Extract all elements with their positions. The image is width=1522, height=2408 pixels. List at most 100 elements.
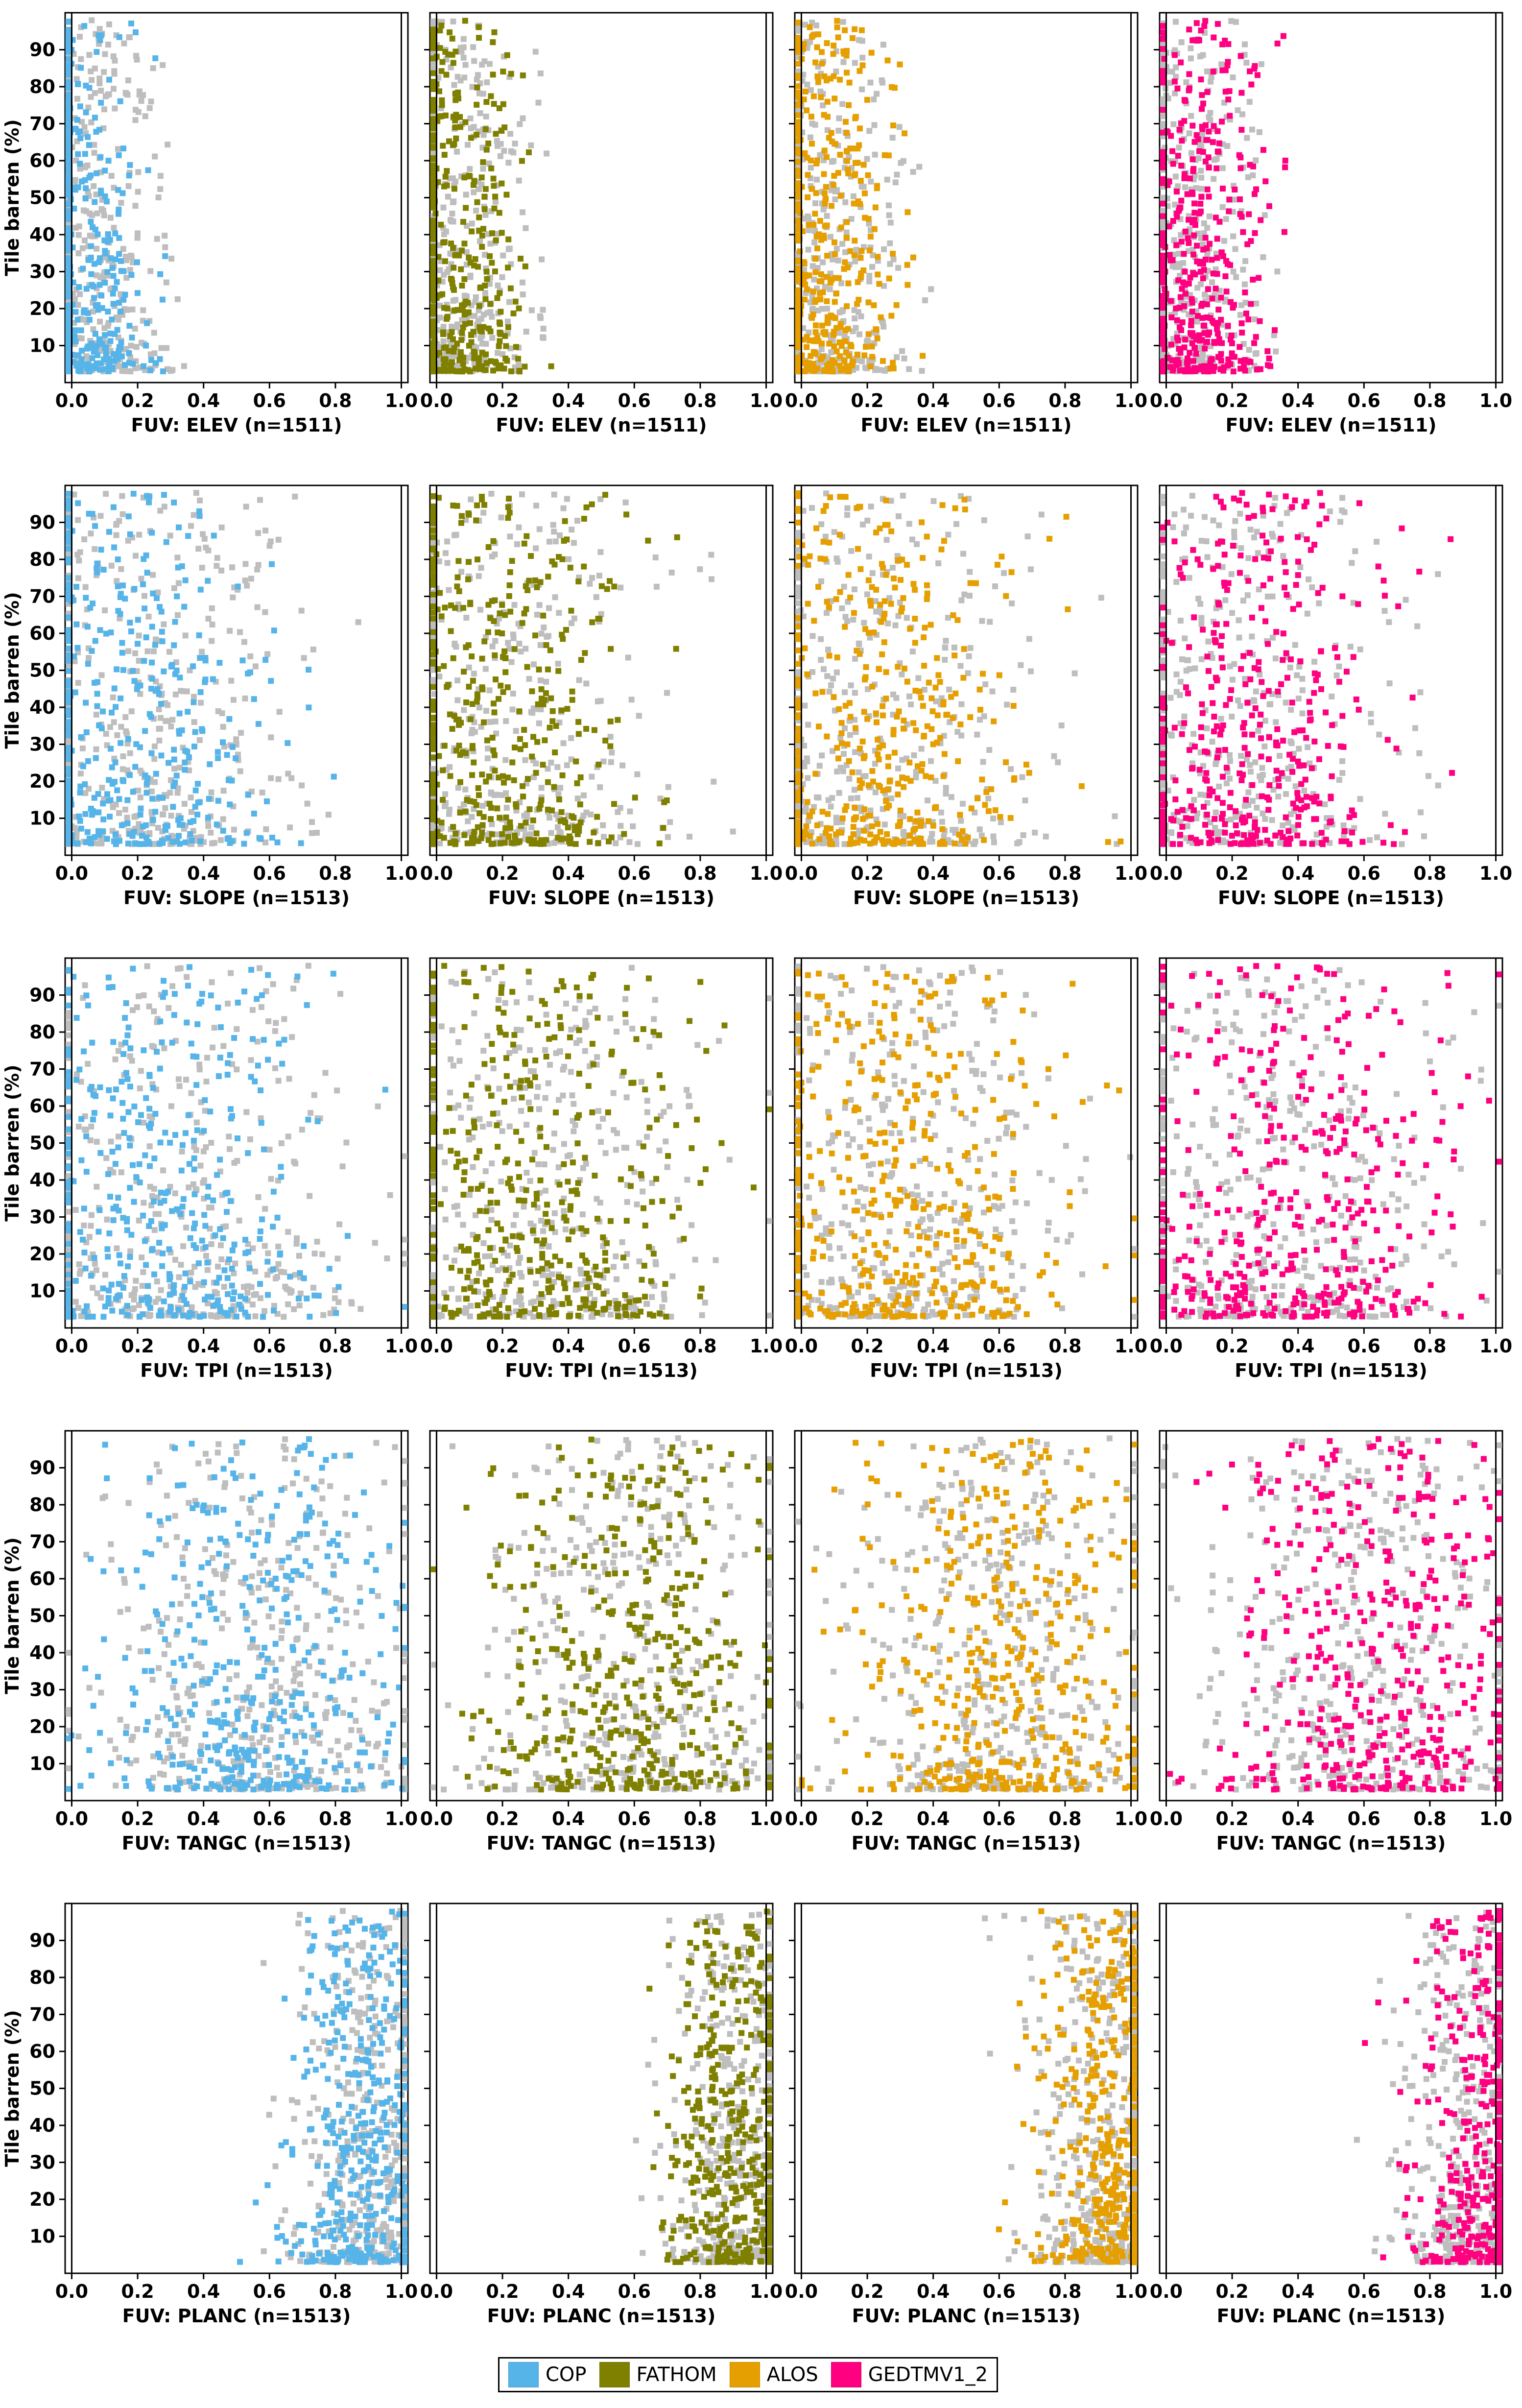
scatter-point-fathom (474, 101, 480, 108)
scatter-point-fathom (430, 368, 436, 374)
scatter-point-gedtmv1-2 (1191, 139, 1198, 145)
scatter-point-cop (124, 820, 131, 826)
x-tick-label: 0.6 (253, 390, 286, 411)
scatter-point-alos (805, 172, 811, 178)
scatter-point-fathom (607, 718, 614, 724)
scatter-point-cop (179, 563, 185, 569)
scatter-point-gedtmv1-2 (1202, 18, 1209, 24)
scatter-point-gedtmv1-2 (1170, 218, 1176, 224)
scatter-point-cop (202, 654, 209, 661)
scatter-point-cop (116, 251, 122, 257)
scatter-point-other (476, 704, 482, 711)
scatter-point-fathom (476, 810, 483, 817)
scatter-point-other (1160, 208, 1166, 214)
scatter-point-gedtmv1-2 (1202, 158, 1209, 165)
scatter-point-other (533, 545, 539, 552)
scatter-point-alos (846, 102, 852, 108)
scatter-point-other (1160, 120, 1166, 127)
scatter-point-other (88, 119, 95, 125)
scatter-point-fathom (673, 646, 679, 652)
scatter-point-other (1260, 254, 1266, 261)
y-tick-label: 50 (29, 187, 55, 209)
scatter-point-gedtmv1-2 (1199, 92, 1205, 98)
scatter-point-gedtmv1-2 (1160, 279, 1166, 286)
scatter-point-cop (65, 627, 71, 633)
scatter-point-other (233, 736, 239, 743)
x-tick-label: 0.2 (486, 390, 519, 411)
scatter-point-fathom (548, 363, 554, 369)
scatter-point-cop (173, 772, 180, 779)
y-tick-label: 80 (29, 549, 55, 570)
scatter-point-gedtmv1-2 (1218, 294, 1224, 301)
scatter-point-other (248, 576, 254, 582)
scatter-point-other (242, 695, 248, 701)
scatter-point-other (87, 210, 93, 217)
scatter-point-cop (128, 628, 134, 635)
scatter-point-cop (197, 586, 204, 593)
scatter-point-fathom (437, 292, 443, 298)
scatter-point-fathom (542, 737, 548, 744)
scatter-point-fathom (461, 669, 467, 675)
scatter-point-cop (65, 345, 71, 351)
scatter-point-other (197, 497, 203, 504)
scatter-point-other (871, 96, 877, 102)
scatter-point-gedtmv1-2 (1160, 298, 1166, 304)
scatter-point-other (152, 153, 158, 160)
scatter-point-alos (826, 135, 832, 141)
scatter-point-other (125, 77, 131, 84)
scatter-point-fathom (492, 268, 498, 275)
scatter-point-other (454, 697, 461, 703)
scatter-point-cop (65, 581, 71, 588)
scatter-point-other (74, 96, 80, 102)
scatter-point-fathom (474, 84, 480, 91)
scatter-point-other (122, 253, 129, 260)
scatter-point-gedtmv1-2 (1169, 257, 1176, 263)
scatter-point-fathom (459, 283, 465, 289)
scatter-point-cop (190, 663, 196, 670)
scatter-point-gedtmv1-2 (1214, 271, 1220, 277)
scatter-point-other (89, 233, 95, 240)
scatter-point-cop (185, 533, 191, 539)
scatter-point-other (79, 745, 86, 751)
scatter-point-other (866, 272, 873, 279)
scatter-point-other (118, 566, 124, 572)
scatter-point-other (472, 313, 478, 319)
scatter-point-fathom (469, 228, 475, 235)
scatter-point-alos (812, 256, 819, 262)
scatter-point-other (467, 274, 474, 280)
scatter-point-alos (852, 160, 858, 166)
scatter-point-other (492, 198, 499, 205)
scatter-point-other (141, 593, 147, 599)
scatter-point-fathom (475, 556, 481, 563)
scatter-point-cop (159, 628, 165, 635)
scatter-point-other (1160, 113, 1166, 120)
scatter-point-other (208, 829, 214, 836)
scatter-point-fathom (430, 84, 436, 90)
scatter-point-other (869, 264, 876, 270)
scatter-point-cop (149, 659, 155, 666)
scatter-point-cop (94, 560, 100, 567)
scatter-point-gedtmv1-2 (1186, 71, 1192, 77)
scatter-point-other (523, 225, 529, 231)
scatter-point-alos (869, 354, 876, 360)
scatter-point-fathom (515, 356, 522, 362)
scatter-point-fathom (469, 743, 476, 749)
scatter-point-cop (157, 356, 163, 362)
scatter-point-other (220, 788, 227, 794)
scatter-point-gedtmv1-2 (1209, 257, 1215, 263)
scatter-point-other (1273, 348, 1279, 355)
scatter-point-cop (157, 271, 164, 277)
scatter-point-cop (158, 701, 164, 707)
scatter-point-alos (832, 251, 838, 257)
scatter-point-other (203, 544, 209, 551)
scatter-point-cop (220, 827, 226, 834)
scatter-point-gedtmv1-2 (1200, 275, 1206, 282)
scatter-point-other (560, 505, 567, 511)
scatter-point-other (807, 134, 813, 141)
scatter-point-other (487, 309, 494, 315)
scatter-point-gedtmv1-2 (1254, 72, 1260, 78)
scatter-point-other (119, 493, 125, 499)
scatter-point-other (128, 342, 134, 349)
scatter-point-other (114, 578, 120, 584)
